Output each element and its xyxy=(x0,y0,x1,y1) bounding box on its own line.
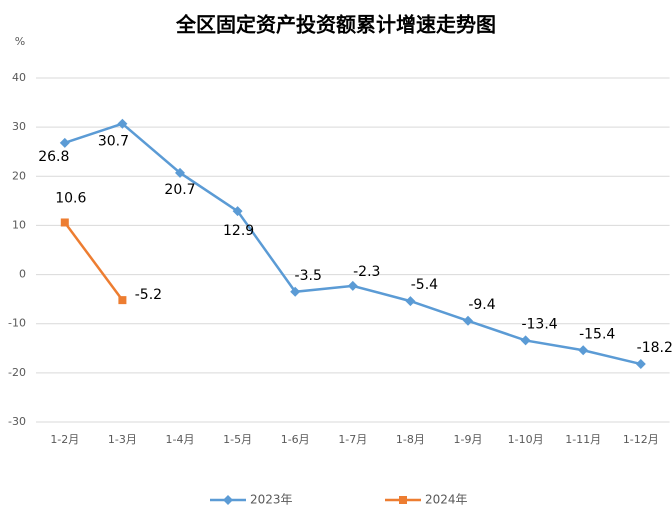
data-label: -15.4 xyxy=(579,326,615,342)
marker xyxy=(347,280,358,291)
marker xyxy=(118,296,127,305)
data-label: -3.5 xyxy=(295,268,322,284)
y-tick-label: -30 xyxy=(8,415,26,428)
x-tick-label: 1-8月 xyxy=(396,433,425,446)
marker xyxy=(175,167,185,178)
marker xyxy=(405,296,416,307)
marker xyxy=(290,286,301,297)
y-tick-label: -10 xyxy=(8,317,26,330)
series-line xyxy=(63,221,124,301)
x-tick-label: 1-7月 xyxy=(338,433,367,446)
x-tick-label: 1-3月 xyxy=(108,433,137,446)
data-label: 12.9 xyxy=(223,223,254,239)
x-tick-label: 1-6月 xyxy=(281,433,310,446)
marker xyxy=(232,206,243,217)
x-tick-label: 1-4月 xyxy=(166,433,195,446)
x-tick-label: 1-12月 xyxy=(623,433,659,446)
x-tick-label: 1-5月 xyxy=(223,433,252,446)
marker xyxy=(578,345,589,356)
data-label: 26.8 xyxy=(38,149,69,165)
x-tick-label: 1-11月 xyxy=(565,433,601,446)
marker xyxy=(399,496,407,504)
data-label: -5.2 xyxy=(135,287,162,303)
marker xyxy=(223,495,233,505)
x-tick-label: 1-9月 xyxy=(454,433,483,446)
data-label: 20.7 xyxy=(164,182,195,198)
y-tick-label: 30 xyxy=(12,120,26,133)
y-tick-label: 40 xyxy=(12,71,26,84)
legend-label: 2023年 xyxy=(250,493,293,507)
marker xyxy=(117,118,128,129)
data-label: -18.2 xyxy=(637,340,672,356)
marker xyxy=(59,137,70,148)
marker xyxy=(635,359,646,370)
data-label: -5.4 xyxy=(411,277,438,293)
marker xyxy=(60,218,69,227)
y-tick-label: -20 xyxy=(8,366,26,379)
data-label: -9.4 xyxy=(468,297,495,313)
legend-label: 2024年 xyxy=(425,493,468,507)
marker xyxy=(463,315,473,326)
chart-title: 全区固定资产投资额累计增速走势图 xyxy=(175,13,496,37)
y-tick-label: 0 xyxy=(19,268,26,281)
y-tick-label: 10 xyxy=(12,218,26,231)
y-unit: % xyxy=(15,35,25,48)
y-tick-label: 20 xyxy=(12,169,26,182)
data-label: 30.7 xyxy=(98,134,129,150)
data-label: -2.3 xyxy=(353,264,380,280)
x-tick-label: 1-10月 xyxy=(508,433,544,446)
x-tick-label: 1-2月 xyxy=(50,433,79,446)
marker xyxy=(520,335,531,346)
data-label: 10.6 xyxy=(55,190,86,206)
data-label: -13.4 xyxy=(521,316,557,332)
